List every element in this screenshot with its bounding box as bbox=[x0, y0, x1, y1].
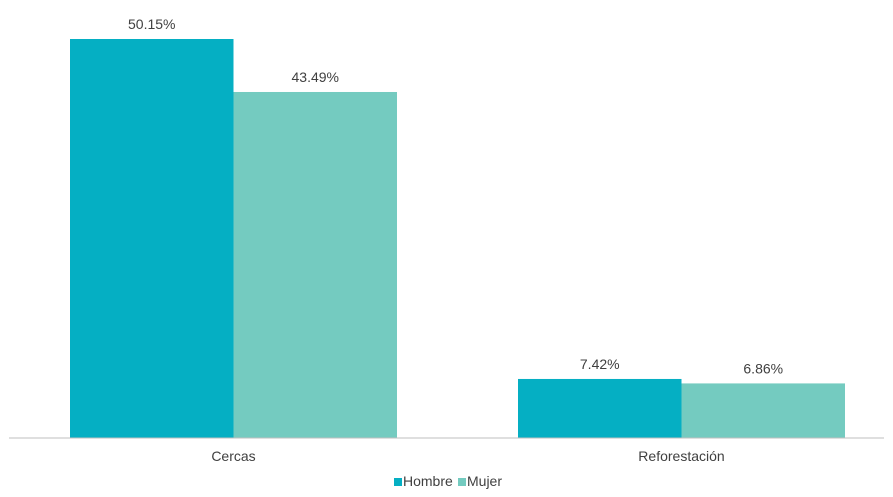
category-label-reforestacion: Reforestación bbox=[638, 448, 724, 464]
value-label-mujer-reforestacion: 6.86% bbox=[743, 360, 783, 376]
bars-layer bbox=[70, 39, 845, 438]
value-label-hombre-reforestacion: 7.42% bbox=[580, 356, 620, 372]
legend: Hombre Mujer bbox=[394, 473, 502, 489]
category-label-cercas: Cercas bbox=[211, 448, 255, 464]
value-label-hombre-cercas: 50.15% bbox=[128, 16, 175, 32]
legend-label-mujer: Mujer bbox=[467, 473, 502, 489]
value-labels-layer: 50.15% 43.49% 7.42% 6.86% bbox=[128, 16, 783, 376]
bar-mujer-cercas bbox=[233, 91, 397, 438]
legend-label-hombre: Hombre bbox=[403, 473, 453, 489]
bar-hombre-cercas bbox=[70, 39, 234, 438]
value-label-mujer-cercas: 43.49% bbox=[292, 69, 339, 85]
category-labels-layer: Cercas Reforestación bbox=[211, 448, 724, 464]
legend-swatch-mujer bbox=[458, 478, 466, 486]
legend-swatch-hombre bbox=[394, 478, 402, 486]
bar-mujer-reforestacion bbox=[681, 383, 845, 438]
bar-hombre-reforestacion bbox=[518, 378, 682, 438]
